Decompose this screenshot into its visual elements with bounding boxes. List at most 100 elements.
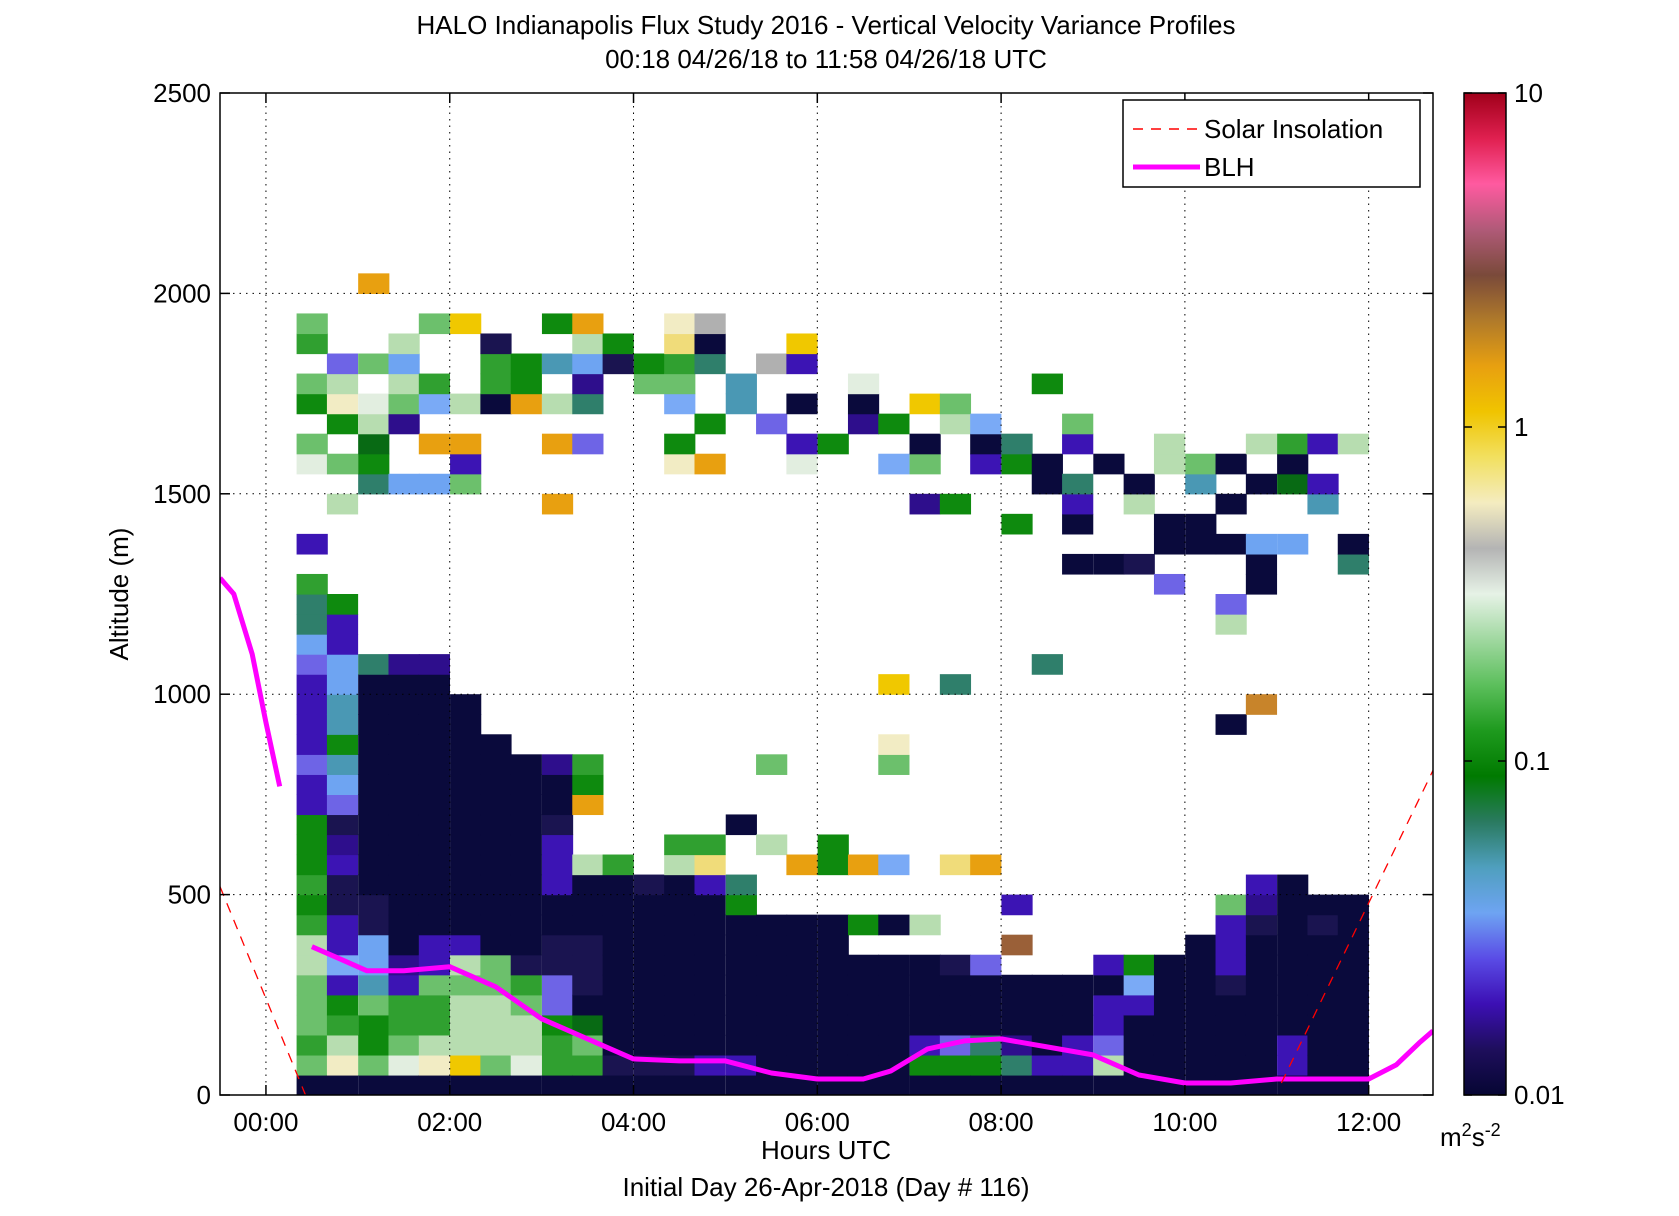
heatmap-cell [1123, 553, 1155, 575]
heatmap-cell [358, 834, 390, 856]
colorbar-units: m2s-2 [1440, 1120, 1501, 1152]
heatmap-cell [786, 433, 818, 455]
heatmap-cell [326, 1034, 359, 1056]
heatmap-cell [1245, 694, 1278, 715]
y-tick-label: 2500 [153, 78, 211, 108]
heatmap-cell [480, 333, 512, 355]
heatmap-cell [1215, 934, 1247, 956]
heatmap-cell [1307, 1014, 1339, 1036]
heatmap-cell [510, 834, 542, 856]
heatmap-cell [510, 1034, 542, 1056]
heatmap-cell [358, 714, 390, 735]
heatmap-cell [1001, 974, 1033, 996]
heatmap-cell [510, 914, 542, 936]
heatmap-cell [602, 1054, 634, 1076]
heatmap-cell [664, 313, 696, 335]
legend: Solar Insolation BLH [1122, 99, 1421, 188]
heatmap-cell [633, 954, 666, 976]
heatmap-cell [694, 974, 726, 996]
heatmap-cell [418, 894, 451, 916]
heatmap-cell [1031, 994, 1063, 1016]
heatmap-cell [1001, 513, 1033, 535]
heatmap-cell [1277, 934, 1309, 956]
y-tick-label: 0 [197, 1080, 211, 1110]
heatmap-cell [1153, 453, 1186, 475]
heatmap-cell [450, 393, 482, 415]
heatmap-cell [541, 914, 574, 936]
heatmap-cell [1031, 1054, 1063, 1076]
heatmap-cell [388, 393, 420, 415]
heatmap-cell [326, 493, 359, 515]
heatmap-cell [694, 894, 726, 916]
heatmap-cell [296, 914, 328, 936]
heatmap-cell [725, 373, 757, 395]
heatmap-cell [878, 854, 910, 876]
heatmap-cell [1153, 954, 1186, 976]
heatmap-cell [909, 433, 941, 455]
heatmap-cell [296, 954, 328, 976]
heatmap-cell [388, 814, 420, 836]
colorbar-gradient [1464, 93, 1506, 1095]
heatmap-cell [358, 654, 390, 675]
heatmap-cell [1062, 1074, 1094, 1095]
heatmap-cell [541, 774, 574, 795]
heatmap-cell [358, 273, 390, 294]
y-tick-label: 1500 [153, 479, 211, 509]
heatmap-cell [1001, 934, 1033, 956]
heatmap-cell [602, 874, 634, 896]
heatmap-cell [388, 714, 420, 735]
heatmap-cell [817, 1054, 849, 1076]
heatmap-cell [480, 1074, 512, 1095]
heatmap-cell [725, 1014, 757, 1036]
heatmap-cell [1001, 1074, 1033, 1095]
x-tick-label: 06:00 [785, 1107, 850, 1137]
heatmap-cell [510, 954, 542, 976]
heatmap-cell [358, 854, 390, 876]
heatmap-cell [418, 754, 451, 775]
heatmap-cell [388, 694, 420, 715]
heatmap-cell [326, 954, 359, 976]
heatmap-cell [1337, 553, 1369, 575]
heatmap-cell [388, 333, 420, 355]
heatmap-cell [541, 754, 574, 775]
heatmap-cell [756, 834, 788, 856]
heatmap-cell [602, 353, 634, 375]
heatmap-cell [1215, 453, 1247, 475]
heatmap-cell [358, 734, 390, 755]
heatmap-cell [1153, 1054, 1186, 1076]
heatmap-cell [1001, 1054, 1033, 1076]
heatmap-cell [847, 854, 880, 876]
heatmap-cell [418, 814, 451, 836]
heatmap-cell [633, 994, 666, 1016]
heatmap-cell [480, 914, 512, 936]
heatmap-cell [694, 934, 726, 956]
heatmap-cell [388, 874, 420, 896]
heatmap-cell [664, 894, 696, 916]
legend-box [1122, 99, 1421, 188]
heatmap-cell [1123, 954, 1155, 976]
heatmap-cell [450, 313, 482, 335]
heatmap-cell [633, 1074, 666, 1095]
heatmap-cell [326, 393, 359, 415]
heatmap-cell [878, 1014, 910, 1036]
heatmap-cell [1277, 1014, 1309, 1036]
heatmap-cell [1245, 1034, 1278, 1056]
heatmap-cell [1093, 1034, 1125, 1056]
heatmap-cell [326, 714, 359, 735]
heatmap-cell [725, 934, 757, 956]
heatmap-cell [756, 754, 788, 775]
heatmap-cell [1215, 914, 1247, 936]
heatmap-cell [1277, 1034, 1309, 1056]
heatmap-cell [602, 994, 634, 1016]
heatmap-cell [694, 914, 726, 936]
heatmap-cell [878, 734, 910, 755]
heatmap-cell [418, 654, 451, 675]
heatmap-cell [296, 774, 328, 795]
heatmap-cell [358, 674, 390, 695]
heatmap-cell [939, 1014, 972, 1036]
heatmap-cell [756, 353, 788, 375]
heatmap-cell [664, 353, 696, 375]
heatmap-cell [1031, 473, 1063, 495]
y-axis-label: Altitude (m) [104, 528, 134, 661]
heatmap-cell [725, 914, 757, 936]
